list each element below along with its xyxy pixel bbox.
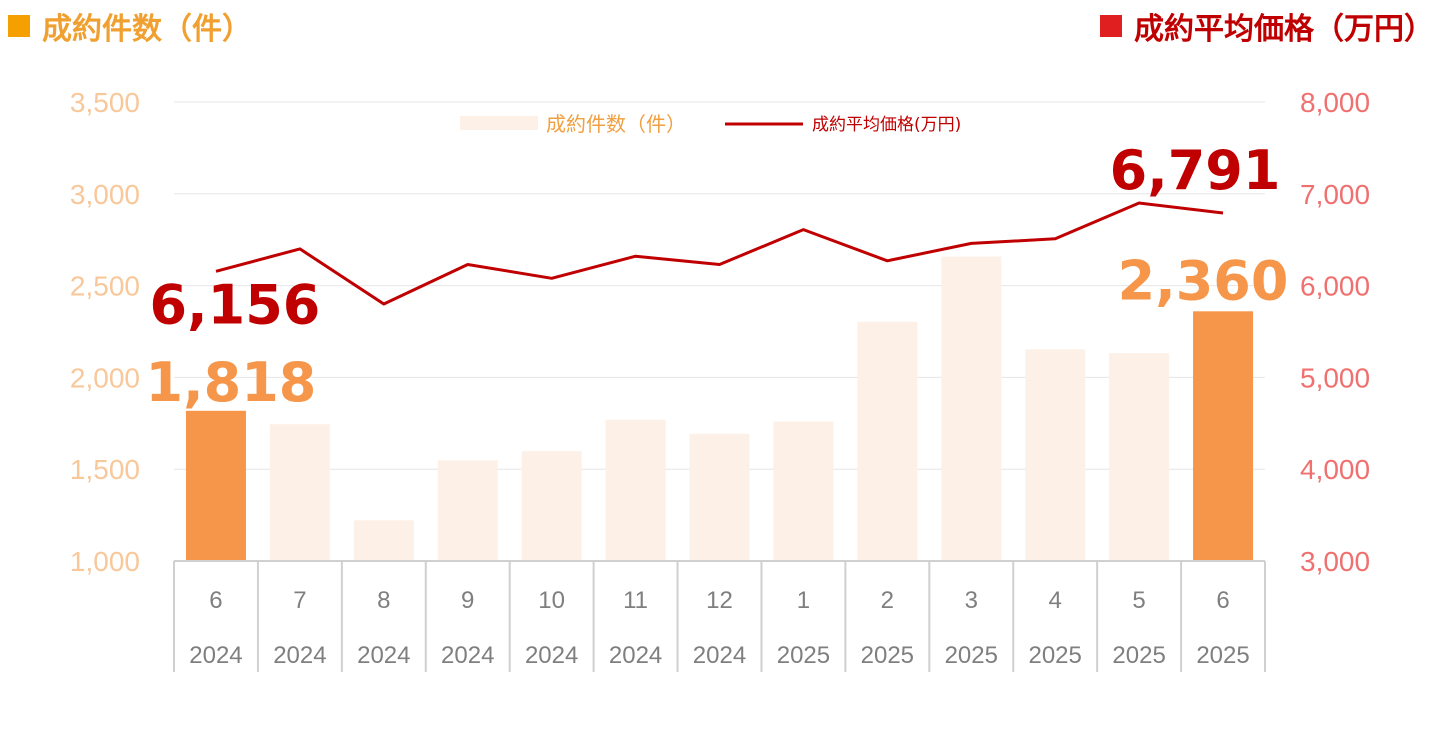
bar [521, 451, 582, 561]
right-axis-title: 成約平均価格（万円） [1100, 4, 1434, 48]
left-tick-label: 3,500 [70, 87, 140, 118]
legend-bar-label: 成約件数（件） [546, 112, 686, 136]
legend-line-label: 成約平均価格(万円) [812, 115, 961, 135]
month-tick-label: 6 [209, 587, 222, 614]
left-tick-label: 1,500 [70, 454, 140, 485]
year-tick-label: 2024 [609, 642, 662, 669]
year-tick-label: 2025 [1112, 642, 1165, 669]
left-tick-label: 2,500 [70, 271, 140, 302]
right-tick-label: 7,000 [1300, 179, 1370, 210]
left-title-text: 成約件数（件） [42, 12, 252, 47]
bar [269, 424, 330, 561]
year-tick-label: 2024 [525, 642, 578, 669]
right-tick-label: 5,000 [1300, 362, 1370, 393]
bar [1193, 311, 1254, 561]
month-tick-label: 4 [1049, 587, 1062, 614]
bar [353, 520, 414, 561]
bar [185, 410, 246, 561]
month-tick-label: 3 [965, 587, 978, 614]
bar-data-label-last: 2,360 [1118, 249, 1289, 312]
month-tick-label: 10 [538, 587, 565, 614]
red-square-icon [1100, 15, 1122, 37]
right-tick-label: 6,000 [1300, 271, 1370, 302]
legend: 成約件数（件） 成約平均価格(万円) [460, 112, 961, 136]
month-tick-label: 11 [623, 587, 648, 614]
bar [689, 433, 750, 561]
right-tick-label: 4,000 [1300, 454, 1370, 485]
bar-data-label-first: 1,818 [146, 351, 317, 414]
price-line [215, 201, 1224, 306]
line-data-label-first: 6,156 [150, 273, 321, 336]
month-tick-label: 7 [293, 587, 306, 614]
axes: 1,000 1,500 2,000 2,500 3,000 3,500 3,000 4,000… [70, 87, 1370, 672]
year-tick-label: 2025 [777, 642, 830, 669]
bar-series [185, 256, 1254, 561]
bar [773, 421, 834, 561]
year-tick-label: 2025 [1028, 642, 1081, 669]
month-tick-label: 5 [1132, 587, 1145, 614]
gridlines [174, 101, 1265, 470]
data-labels: 1,818 2,360 6,156 6,791 [146, 139, 1289, 414]
line-data-label-last: 6,791 [1110, 139, 1281, 202]
year-tick-label: 2024 [693, 642, 746, 669]
orange-square-icon [8, 15, 30, 37]
left-tick-label: 2,000 [70, 362, 140, 393]
month-tick-label: 1 [797, 587, 810, 614]
year-tick-label: 2025 [1196, 642, 1249, 669]
right-tick-label: 8,000 [1300, 87, 1370, 118]
right-tick-label: 3,000 [1300, 546, 1370, 577]
month-tick-label: 2 [881, 587, 894, 614]
bar [941, 256, 1002, 561]
legend-bar-swatch [460, 116, 538, 130]
bar [857, 321, 918, 561]
month-tick-label: 12 [706, 587, 733, 614]
left-axis-title: 成約件数（件） [8, 4, 252, 48]
year-tick-label: 2024 [273, 642, 326, 669]
year-tick-label: 2024 [357, 642, 410, 669]
bar [437, 460, 498, 561]
month-tick-label: 6 [1216, 587, 1229, 614]
left-tick-label: 3,000 [70, 179, 140, 210]
right-title-text: 成約平均価格（万円） [1134, 12, 1434, 47]
month-tick-label: 8 [377, 587, 390, 614]
year-tick-label: 2024 [441, 642, 494, 669]
bar [1109, 353, 1170, 561]
year-tick-label: 2024 [189, 642, 242, 669]
left-tick-label: 1,000 [70, 546, 140, 577]
line-series [215, 201, 1224, 306]
year-tick-label: 2025 [945, 642, 998, 669]
bar [605, 419, 666, 561]
month-tick-label: 9 [461, 587, 474, 614]
bar [1025, 349, 1086, 561]
year-tick-label: 2025 [861, 642, 914, 669]
